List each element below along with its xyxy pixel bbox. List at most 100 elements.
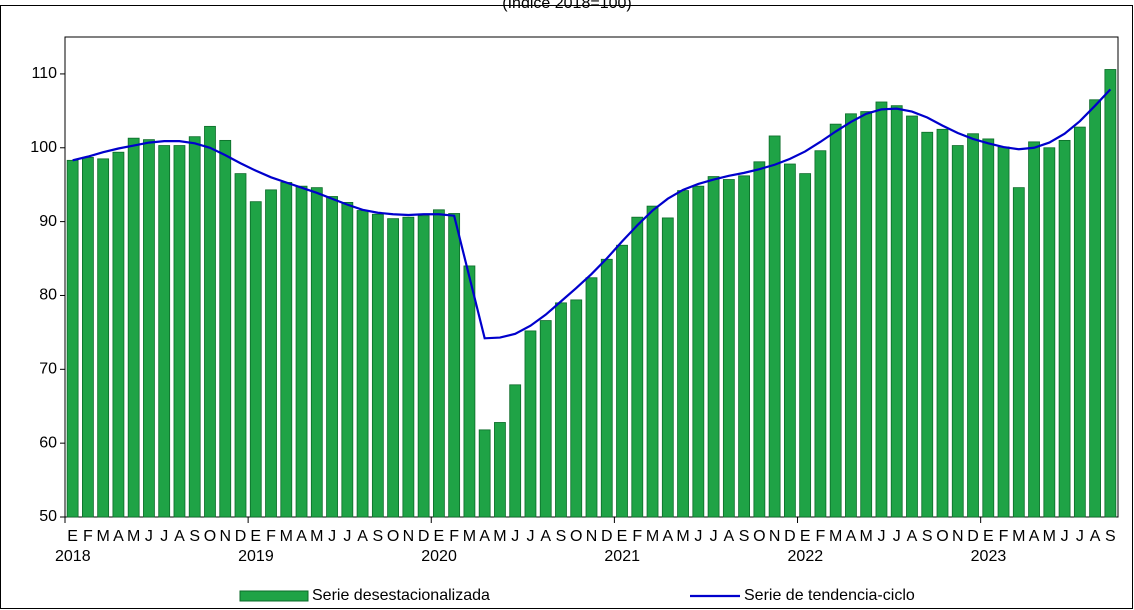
bar	[249, 201, 262, 518]
y-tick-label: 60	[39, 434, 57, 451]
x-tick-label: M	[310, 528, 323, 545]
bar	[967, 133, 979, 518]
bar	[951, 145, 964, 518]
x-tick-label: E	[434, 528, 445, 545]
bar	[738, 175, 751, 518]
bar	[402, 216, 415, 518]
bar	[707, 176, 720, 518]
x-tick-label: N	[769, 528, 781, 545]
x-tick-label: J	[511, 528, 519, 545]
bar	[570, 299, 583, 518]
year-label: 2018	[55, 548, 91, 565]
x-tick-label: J	[526, 528, 534, 545]
legend-label: Serie de tendencia-ciclo	[744, 587, 915, 604]
bar	[204, 125, 216, 518]
bar	[829, 123, 842, 518]
x-tick-label: D	[601, 528, 613, 545]
bar	[646, 205, 659, 518]
bar	[1028, 141, 1040, 518]
x-tick-label: N	[586, 528, 598, 545]
legend-label: Serie desestacionalizada	[312, 587, 490, 604]
x-tick-label: M	[280, 528, 293, 545]
x-tick-label: A	[540, 528, 551, 545]
bar	[555, 302, 567, 518]
bar	[509, 384, 522, 518]
bar	[1012, 187, 1025, 518]
bar	[356, 210, 369, 518]
x-tick-label: D	[235, 528, 247, 545]
bar	[280, 182, 293, 518]
bar	[600, 258, 613, 518]
x-tick-label: A	[113, 528, 124, 545]
x-tick-label: A	[907, 528, 918, 545]
x-tick-label: A	[724, 528, 735, 545]
trend-line	[72, 88, 1112, 340]
y-tick-label: 110	[31, 65, 57, 82]
bar	[173, 145, 186, 518]
bar	[219, 139, 232, 518]
x-tick-label: M	[96, 528, 109, 545]
x-tick-label: M	[646, 528, 659, 545]
bar	[1073, 126, 1086, 518]
x-tick-label: M	[493, 528, 506, 545]
bar	[127, 137, 140, 518]
bar	[692, 185, 705, 518]
bar	[341, 202, 354, 518]
x-tick-label: O	[570, 528, 582, 545]
x-tick-label: E	[250, 528, 261, 545]
bar	[432, 209, 445, 518]
bar	[234, 173, 247, 518]
x-tick-label: M	[463, 528, 476, 545]
year-label: 2022	[788, 548, 824, 565]
x-tick-label: O	[753, 528, 765, 545]
bar	[783, 163, 796, 518]
x-tick-label: S	[189, 528, 200, 545]
x-tick-label: S	[922, 528, 933, 545]
bar	[478, 429, 491, 518]
x-tick-label: J	[710, 528, 718, 545]
bar	[66, 159, 79, 518]
x-tick-label: D	[418, 528, 430, 545]
x-tick-label: M	[860, 528, 873, 545]
x-tick-label: M	[829, 528, 842, 545]
x-tick-label: A	[662, 528, 673, 545]
year-label: 2023	[971, 548, 1007, 565]
bar	[753, 161, 766, 518]
x-tick-label: F	[816, 528, 826, 545]
bar	[265, 189, 277, 518]
bar	[143, 139, 155, 518]
x-tick-label: S	[373, 528, 384, 545]
x-tick-label: A	[846, 528, 857, 545]
bar	[982, 138, 995, 518]
x-tick-label: E	[617, 528, 628, 545]
bar	[875, 101, 888, 518]
x-tick-label: A	[1090, 528, 1101, 545]
x-tick-label: A	[174, 528, 185, 545]
bar	[585, 277, 598, 518]
x-tick-label: J	[1061, 528, 1069, 545]
x-tick-label: N	[403, 528, 415, 545]
x-tick-label: D	[967, 528, 979, 545]
x-tick-label: F	[83, 528, 93, 545]
x-tick-label: O	[387, 528, 399, 545]
bar	[81, 156, 94, 518]
bar	[845, 113, 857, 518]
y-tick-label: 100	[30, 139, 57, 156]
bar	[997, 146, 1010, 518]
x-tick-label: F	[999, 528, 1009, 545]
bar	[448, 213, 461, 518]
x-tick-label: M	[676, 528, 689, 545]
x-tick-label: A	[1029, 528, 1040, 545]
bar	[539, 320, 552, 518]
bar	[463, 265, 476, 518]
x-tick-label: S	[556, 528, 567, 545]
bar	[326, 196, 338, 518]
bar	[631, 216, 644, 518]
bar	[371, 213, 384, 518]
legend-swatch	[239, 590, 309, 602]
x-tick-label: J	[877, 528, 885, 545]
bar	[906, 115, 918, 518]
bar	[860, 111, 873, 518]
x-tick-label: A	[479, 528, 490, 545]
